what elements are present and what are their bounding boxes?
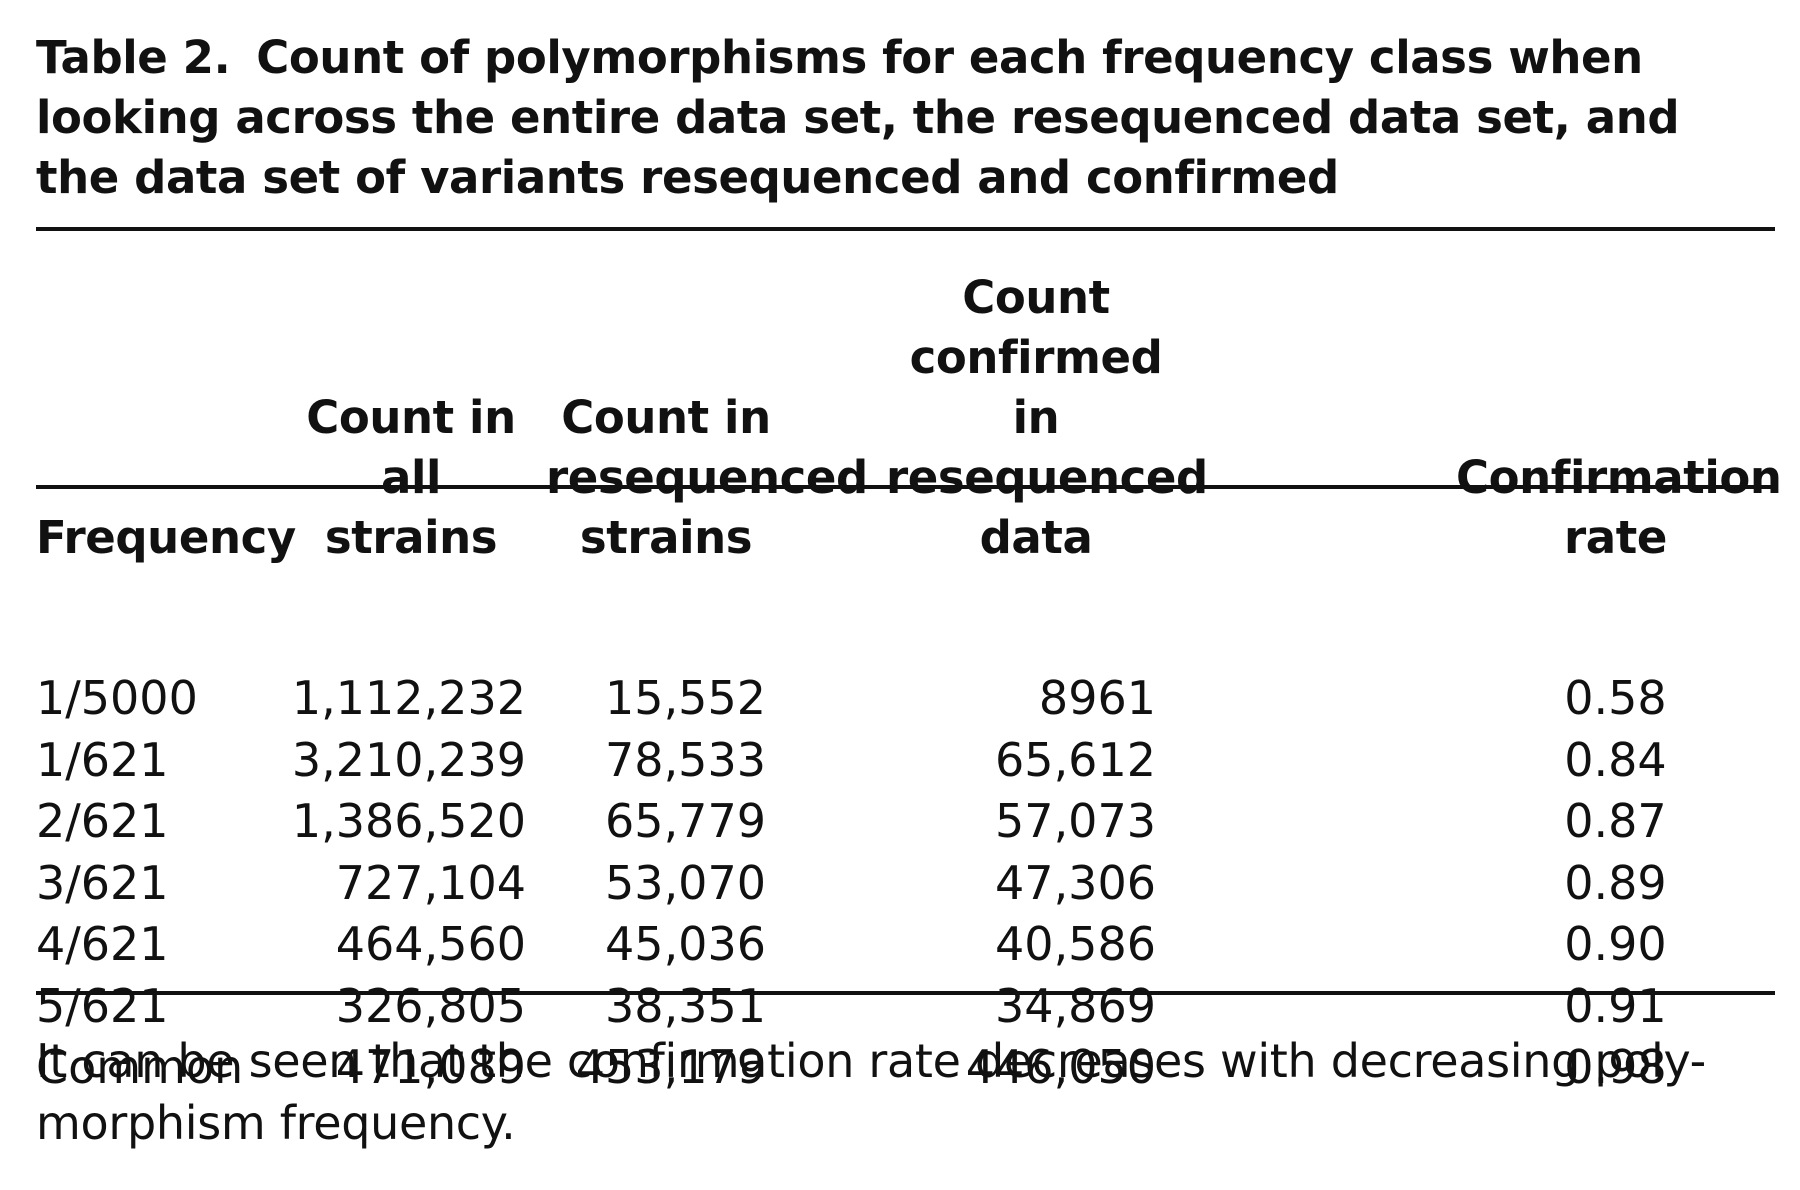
table-header-row: Frequency Count in all strains Count in … — [36, 268, 1782, 568]
cell-confirmation-rate: 0.98 — [1564, 1040, 1667, 1094]
bottom-rule — [36, 991, 1775, 995]
table-row: 1/621 3,210,239 78,533 65,612 0.84 — [36, 730, 1775, 792]
table-row: 2/621 1,386,520 65,779 57,073 0.87 — [36, 791, 1775, 853]
cell-count-all-strains: 727,104 — [335, 855, 526, 910]
table-caption-text: Count of polymorphisms for each frequenc… — [36, 31, 1680, 204]
cell-count-confirmed: 446,050 — [965, 1040, 1156, 1094]
cell-frequency: 4/621 — [36, 917, 169, 971]
cell-count-confirmed: 47,306 — [995, 855, 1156, 910]
cell-confirmation-rate: 0.90 — [1564, 917, 1667, 971]
cell-frequency: 1/5000 — [36, 671, 198, 725]
cell-count-all-strains: 1,386,520 — [291, 794, 526, 848]
cell-count-resequenced: 453,179 — [575, 1040, 766, 1094]
cell-count-resequenced: 45,036 — [605, 917, 766, 971]
cell-count-confirmed: 34,869 — [995, 978, 1156, 1033]
table-row: 4/621 464,560 45,036 40,586 0.90 — [36, 914, 1775, 976]
cell-count-all-strains: 3,210,239 — [291, 732, 526, 787]
table-row: Common 471,089 453,179 446,050 0.98 — [36, 1037, 1775, 1099]
cell-count-all-strains: 1,112,232 — [291, 671, 526, 725]
cell-frequency: Common — [36, 1040, 244, 1094]
table-row: 1/5000 1,112,232 15,552 8961 0.58 — [36, 668, 1775, 730]
footnote-line-2: morphism frequency. — [36, 1096, 516, 1150]
cell-count-resequenced: 15,552 — [605, 671, 766, 725]
cell-confirmation-rate: 0.89 — [1564, 855, 1667, 910]
cell-count-all-strains: 326,805 — [335, 978, 526, 1033]
cell-frequency: 5/621 — [36, 978, 169, 1033]
table-row: 5/621 326,805 38,351 34,869 0.91 — [36, 976, 1775, 1038]
cell-count-confirmed: 8961 — [1038, 671, 1156, 725]
column-header-count-confirmed: Count confirmed in resequenced data — [886, 271, 1208, 564]
cell-count-resequenced: 65,779 — [605, 794, 766, 848]
column-header-frequency: Frequency — [36, 511, 296, 564]
cell-count-resequenced: 38,351 — [605, 978, 766, 1033]
column-header-count-resequenced: Count in resequenced strains — [546, 391, 868, 564]
cell-count-resequenced: 78,533 — [605, 732, 766, 787]
table-footnote: It can be seen that the confirmation rat… — [36, 1030, 1776, 1154]
cell-frequency: 2/621 — [36, 794, 169, 848]
table-body: 1/5000 1,112,232 15,552 8961 0.58 1/621 3,210,… — [36, 668, 1775, 1099]
cell-count-confirmed: 40,586 — [995, 917, 1156, 971]
cell-frequency: 1/621 — [36, 732, 169, 787]
column-header-confirmation-rate: Confirmation rate — [1456, 451, 1782, 564]
data-table: Frequency Count in all strains Count in … — [36, 268, 1782, 1099]
cell-confirmation-rate: 0.58 — [1564, 671, 1667, 725]
table-caption: Table 2. Count of polymorphisms for each … — [36, 28, 1776, 208]
cell-count-all-strains: 471,089 — [335, 1040, 526, 1094]
cell-count-confirmed: 65,612 — [995, 732, 1156, 787]
cell-count-resequenced: 53,070 — [605, 855, 766, 910]
cell-count-all-strains: 464,560 — [335, 917, 526, 971]
cell-confirmation-rate: 0.91 — [1564, 978, 1667, 1033]
header-rule — [36, 485, 1775, 489]
table-row: 3/621 727,104 53,070 47,306 0.89 — [36, 853, 1775, 915]
cell-frequency: 3/621 — [36, 855, 169, 910]
cell-confirmation-rate: 0.84 — [1564, 732, 1667, 787]
column-header-count-all-strains: Count in all strains — [306, 391, 516, 564]
cell-count-confirmed: 57,073 — [995, 794, 1156, 848]
top-rule — [36, 227, 1775, 231]
table-label: Table 2. — [36, 31, 231, 84]
cell-confirmation-rate: 0.87 — [1564, 794, 1667, 848]
footnote-line-1: It can be seen that the confirmation rat… — [36, 1034, 1706, 1088]
